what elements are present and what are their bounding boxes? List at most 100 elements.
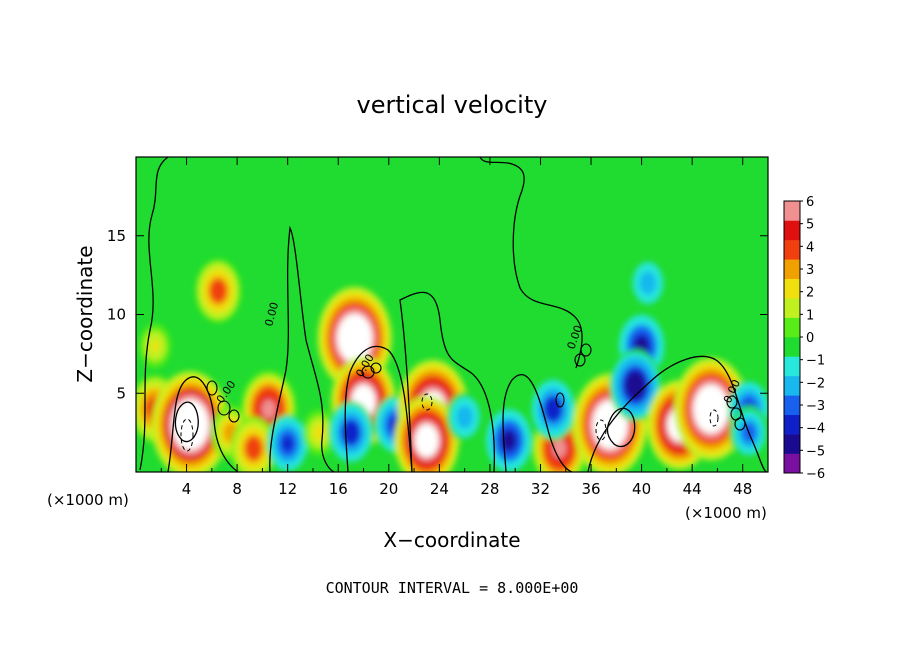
x-tick-label: 48 [733, 480, 752, 498]
x-tick-label: 16 [329, 480, 348, 498]
contour-line [167, 376, 239, 472]
velocity-level [418, 429, 436, 452]
colorbar-swatch [784, 453, 800, 474]
velocity-cell [394, 395, 460, 472]
plot-area: 0.000.000.000.000.00 [135, 156, 769, 473]
x-tick-label: 20 [379, 480, 398, 498]
velocity-level [180, 411, 201, 439]
chart-title: vertical velocity [357, 91, 548, 119]
colorbar-swatch [784, 239, 800, 260]
contour-interval-note: CONTOUR INTERVAL = 8.000E+00 [326, 579, 579, 597]
y-tick-label: 5 [116, 384, 126, 402]
contour-loop [228, 409, 240, 423]
colorbar-tick-label: 0 [806, 331, 814, 346]
x-tick-label: 44 [683, 480, 702, 498]
colorbar-tick-label: −4 [806, 422, 825, 437]
contour-line [344, 345, 413, 472]
x-axis-unit-right: (×1000 m) [685, 504, 767, 522]
contour-label: 0.00 [262, 301, 281, 328]
contour-line [606, 407, 636, 448]
contour-line [174, 401, 199, 443]
x-axis-label: X−coordinate [383, 528, 520, 552]
y-tick-label: 15 [107, 227, 126, 245]
colorbar-swatch [784, 201, 800, 221]
x-axis: 4 8 12 16 20 24 28 32 36 40 44 48 [160, 157, 752, 498]
colorbar-tick-label: 2 [806, 286, 814, 301]
contour-loop-dashed [709, 409, 719, 427]
contour-loop [206, 380, 218, 396]
colorbar-swatch [784, 356, 800, 377]
velocity-cell [530, 377, 576, 441]
contour-loop [734, 417, 746, 431]
contour-loop [580, 343, 592, 357]
velocity-level [701, 395, 721, 423]
contour-loop-dashed [595, 419, 607, 441]
velocity-cell [629, 258, 666, 308]
colorbar-tick-label: −2 [806, 376, 825, 391]
velocity-level [212, 282, 224, 299]
colorbar-tick-label: −3 [806, 399, 825, 414]
velocity-cell [484, 406, 534, 472]
x-tick-label: 24 [430, 480, 449, 498]
velocity-level [315, 426, 324, 439]
x-axis-unit-left: (×1000 m) [47, 491, 129, 509]
contour-loop [555, 392, 565, 408]
velocity-cell [195, 259, 241, 323]
y-tick-label: 10 [107, 306, 126, 324]
contour-line [269, 225, 335, 472]
contour-loop-dashed [180, 418, 194, 452]
colorbar-swatch [784, 298, 800, 318]
colorbar-tick-label: −6 [806, 467, 825, 482]
velocity-cell [729, 405, 768, 460]
colorbar-tick-label: 3 [806, 263, 814, 278]
colorbar-swatch [784, 395, 800, 416]
colorbar-tick-label: 6 [806, 195, 814, 210]
velocity-level [261, 399, 276, 419]
contour-loop-dashed [421, 393, 433, 411]
colorbar-tick-label: 1 [806, 308, 814, 323]
colorbar-swatch [784, 375, 800, 396]
y-axis-label: Z−coordinate [73, 245, 97, 382]
x-tick-label: 8 [232, 480, 242, 498]
velocity-level [643, 276, 653, 290]
colorbar-swatch [784, 414, 800, 435]
velocity-level [460, 410, 470, 424]
contour-loop [726, 395, 738, 409]
colorbar-tick-label: −1 [806, 354, 825, 369]
colorbar-swatch [784, 259, 800, 280]
velocity-level [345, 424, 357, 441]
velocity-level [151, 340, 159, 352]
colorbar-swatch [784, 220, 800, 241]
contour-line [139, 157, 169, 471]
colorbar-swatch [784, 278, 800, 299]
velocity-cell [230, 416, 277, 472]
x-tick-label: 40 [632, 480, 651, 498]
contour-line [502, 374, 573, 472]
contour-line [479, 157, 583, 369]
velocity-level [345, 324, 365, 352]
velocity-level [502, 431, 516, 450]
x-tick-label: 32 [531, 480, 550, 498]
x-tick-label: 36 [581, 480, 600, 498]
velocity-cell [328, 401, 374, 465]
velocity-level [247, 440, 260, 457]
contour-line [399, 291, 495, 472]
velocity-cell [139, 324, 171, 368]
colorbar-swatch [784, 317, 800, 338]
colorbar-tick-label: 4 [806, 240, 814, 255]
velocity-level [547, 400, 559, 418]
velocity-level [628, 376, 642, 395]
velocity-cell [609, 349, 662, 422]
colorbar-tick-label: −5 [806, 444, 825, 459]
velocity-level [282, 436, 294, 452]
x-tick-label: 28 [480, 480, 499, 498]
x-tick-label: 12 [278, 480, 297, 498]
contour-loop [574, 353, 586, 367]
velocity-cell [266, 414, 309, 472]
velocity-cell [446, 391, 483, 442]
velocity-cell [673, 357, 749, 461]
contour-loop [217, 400, 231, 416]
colorbar-swatch [784, 434, 800, 454]
x-tick-label: 4 [182, 480, 192, 498]
